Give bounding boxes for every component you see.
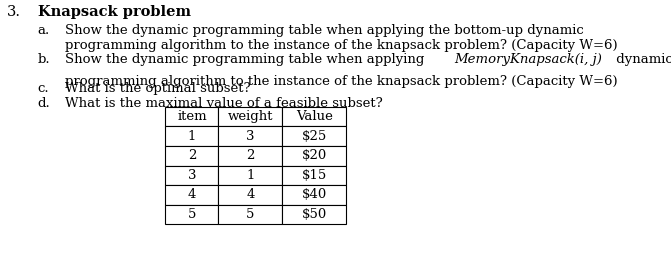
Bar (282, 126, 346, 146)
Text: d.: d. (38, 97, 50, 110)
Text: programming algorithm to the instance of the knapsack problem? (Capacity W=6): programming algorithm to the instance of… (65, 75, 618, 88)
Text: 3: 3 (246, 130, 254, 143)
Bar (218, 205, 282, 224)
Text: Value: Value (296, 110, 333, 123)
Text: 4: 4 (246, 189, 254, 201)
Bar (218, 166, 282, 185)
Text: What is the optimal subset?: What is the optimal subset? (65, 82, 251, 95)
Text: $20: $20 (302, 149, 327, 162)
Text: MemoryKnapsack(i, j): MemoryKnapsack(i, j) (454, 53, 602, 67)
Text: 2: 2 (188, 149, 196, 162)
Text: $25: $25 (302, 130, 327, 143)
Bar (282, 205, 346, 224)
Bar (218, 185, 282, 205)
Text: What is the maximal value of a feasible subset?: What is the maximal value of a feasible … (65, 97, 383, 110)
Text: Show the dynamic programming table when applying: Show the dynamic programming table when … (65, 53, 429, 67)
Text: $40: $40 (302, 189, 327, 201)
Text: dynamic: dynamic (613, 53, 671, 67)
Bar (282, 107, 346, 126)
Text: b.: b. (38, 53, 50, 67)
Text: c.: c. (38, 82, 49, 95)
Bar (282, 185, 346, 205)
Bar (218, 107, 282, 126)
Bar (166, 146, 218, 166)
Bar (166, 126, 218, 146)
Text: 3: 3 (188, 169, 196, 182)
Bar (166, 185, 218, 205)
Bar (282, 166, 346, 185)
Bar (166, 166, 218, 185)
Text: 3.: 3. (7, 6, 21, 19)
Bar (218, 126, 282, 146)
Text: a.: a. (38, 24, 50, 37)
Bar (166, 205, 218, 224)
Bar (218, 146, 282, 166)
Text: 5: 5 (246, 208, 254, 221)
Text: 4: 4 (188, 189, 196, 201)
Text: 1: 1 (246, 169, 254, 182)
Text: 5: 5 (188, 208, 196, 221)
Text: weight: weight (227, 110, 273, 123)
Bar (166, 107, 218, 126)
Text: $15: $15 (302, 169, 327, 182)
Text: Show the dynamic programming table when applying the bottom-up dynamic
programmi: Show the dynamic programming table when … (65, 24, 618, 52)
Text: item: item (177, 110, 207, 123)
Text: $50: $50 (302, 208, 327, 221)
Bar (282, 146, 346, 166)
Text: Knapsack problem: Knapsack problem (38, 6, 191, 19)
Text: 2: 2 (246, 149, 254, 162)
Text: 1: 1 (188, 130, 196, 143)
